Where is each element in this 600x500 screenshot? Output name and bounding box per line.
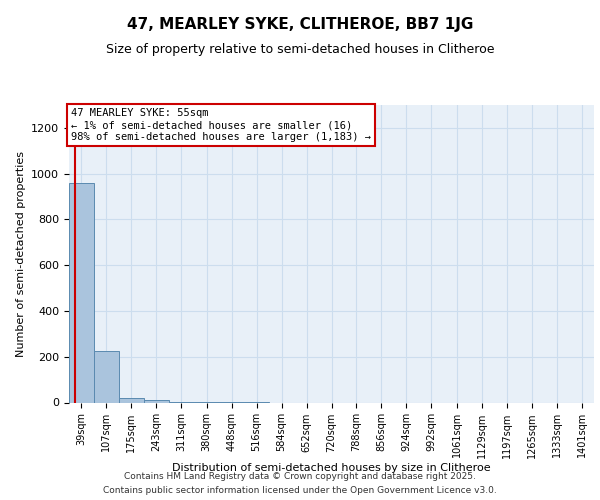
Bar (144, 400, 169, 402)
Text: Contains public sector information licensed under the Open Government Licence v3: Contains public sector information licen… (103, 486, 497, 495)
X-axis label: Distribution of semi-detached houses by size in Clitheroe: Distribution of semi-detached houses by … (172, 464, 491, 473)
Text: 47, MEARLEY SYKE, CLITHEROE, BB7 1JG: 47, MEARLEY SYKE, CLITHEROE, BB7 1JG (127, 18, 473, 32)
Text: Contains HM Land Registry data © Crown copyright and database right 2025.: Contains HM Land Registry data © Crown c… (124, 472, 476, 481)
Y-axis label: Number of semi-detached properties: Number of semi-detached properties (16, 151, 26, 357)
Text: 47 MEARLEY SYKE: 55sqm
← 1% of semi-detached houses are smaller (16)
98% of semi: 47 MEARLEY SYKE: 55sqm ← 1% of semi-deta… (71, 108, 371, 142)
Bar (119, 398, 144, 402)
Bar (94, 351, 119, 403)
Bar (69, 183, 94, 402)
Text: Size of property relative to semi-detached houses in Clitheroe: Size of property relative to semi-detach… (106, 42, 494, 56)
